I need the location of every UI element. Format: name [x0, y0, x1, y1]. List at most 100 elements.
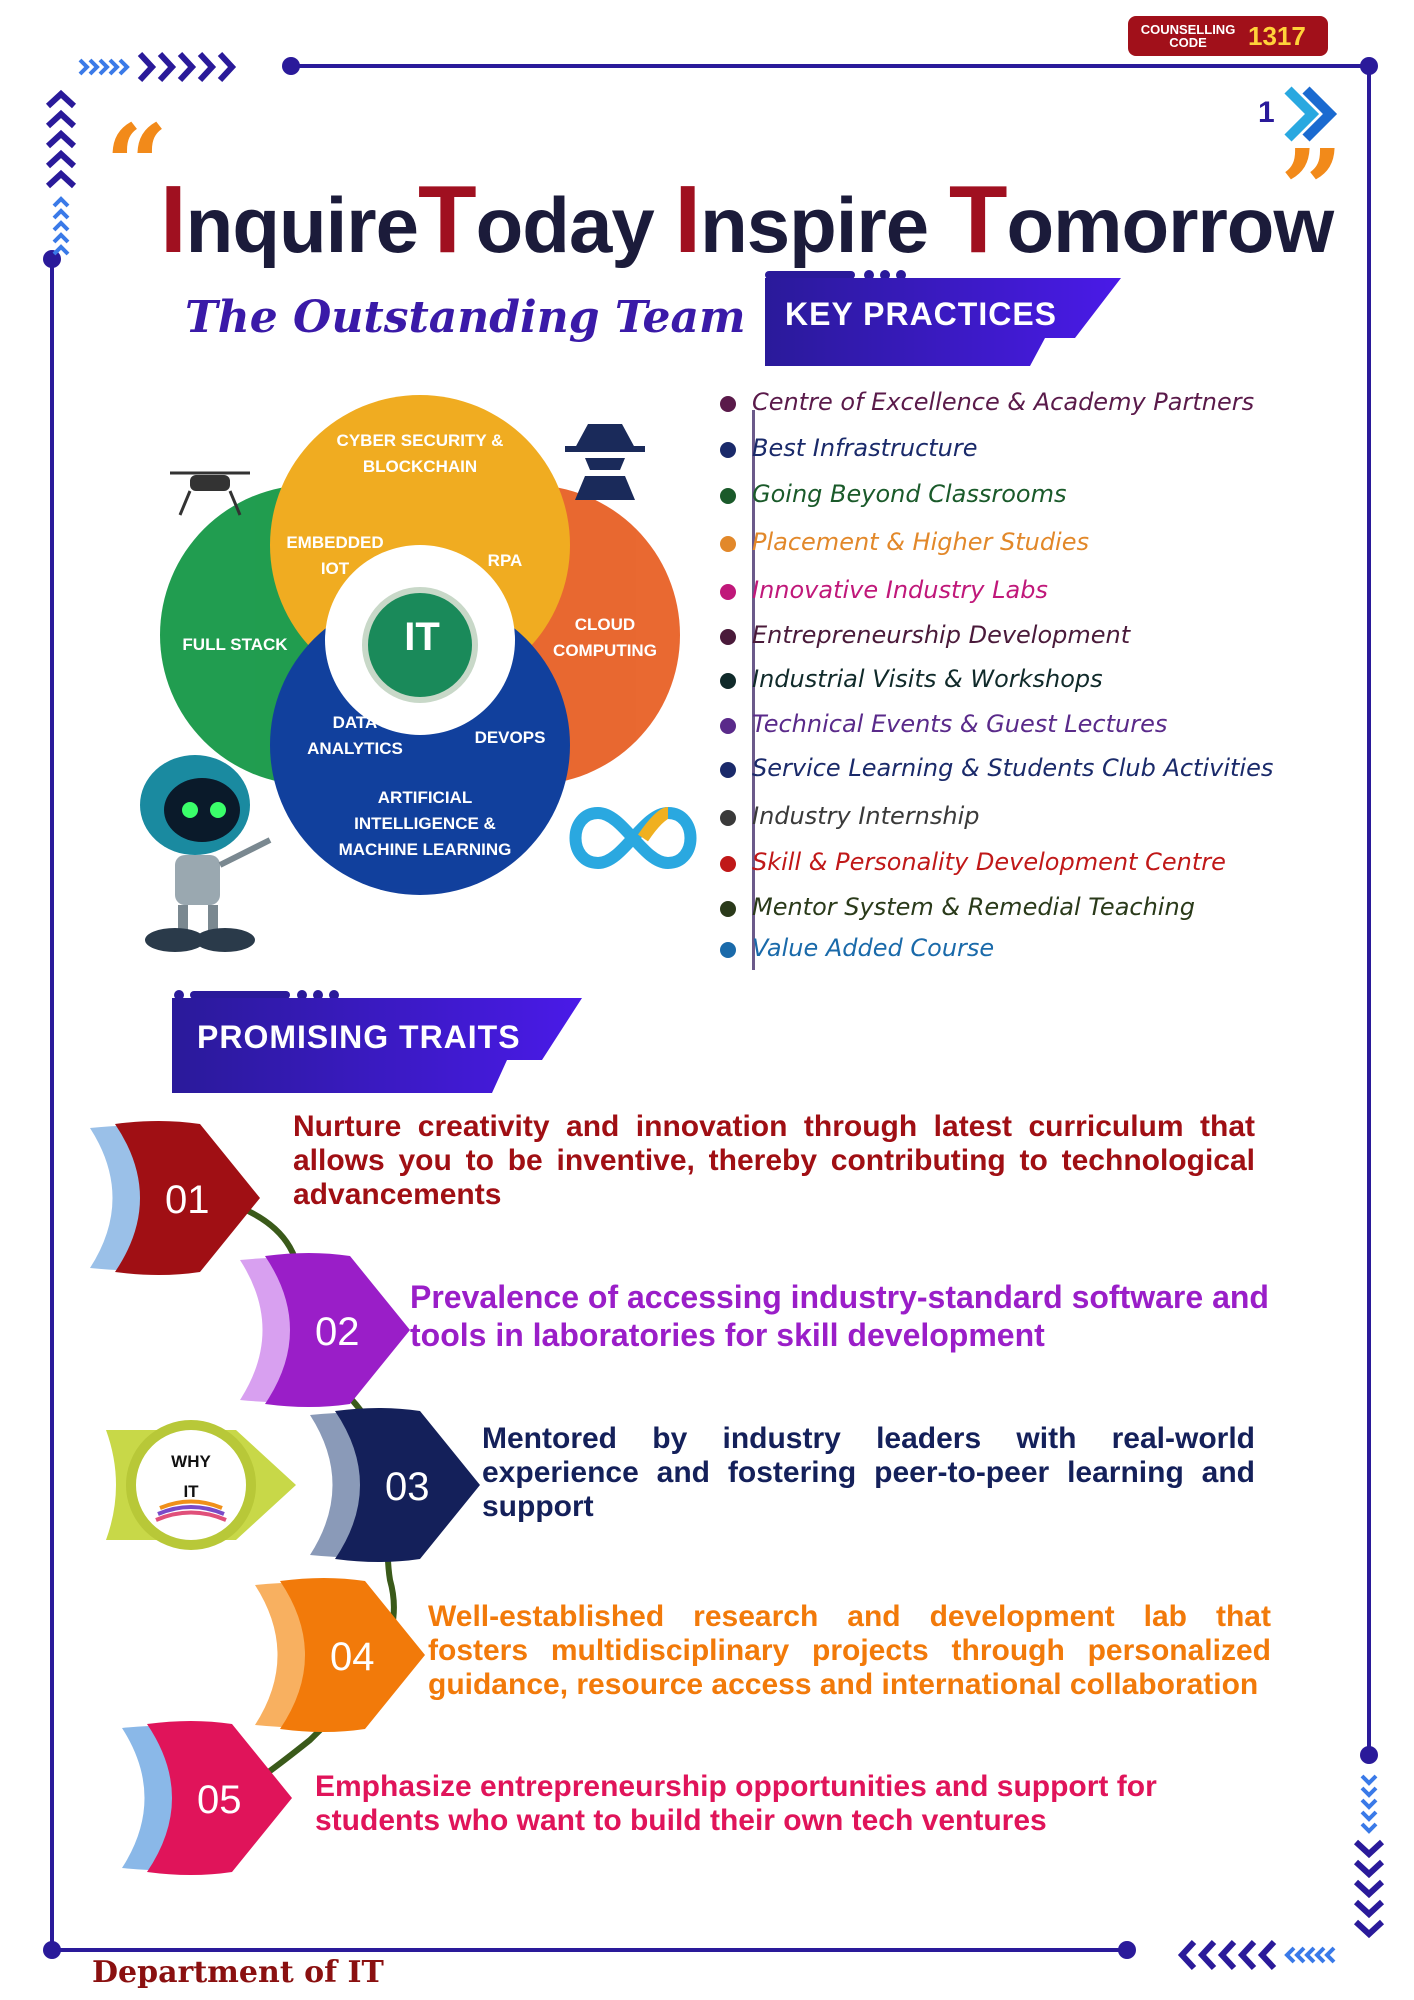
top-left-chevrons-icon [78, 51, 237, 83]
trait-shape-04 [255, 1578, 425, 1732]
venn-label-ai: ARTIFICIAL INTELLIGENCE & MACHINE LEARNI… [338, 788, 512, 859]
traits-heading: PROMISING TRAITS [172, 998, 582, 1093]
key-practice-bullet [720, 718, 736, 734]
key-practice-item: Innovative Industry Labs [752, 576, 1048, 604]
key-practice-item: Service Learning & Students Club Activit… [752, 754, 1274, 782]
venn-center-badge [362, 587, 478, 703]
venn-diagram [160, 395, 680, 895]
title-cap-2: T [418, 166, 477, 273]
page-title: InquireToday Inspire Tomorrow [160, 165, 1334, 275]
title-cap-1: I [160, 166, 187, 273]
key-practice-bullet [720, 901, 736, 917]
title-word-2: oday [475, 181, 655, 269]
key-practice-bullet [720, 396, 736, 412]
trait-shape-05 [122, 1721, 292, 1875]
trait-text-05: Emphasize entrepreneurship opportunities… [315, 1770, 1157, 1837]
why-it-label-2: IT [183, 1482, 199, 1501]
key-practice-item: Industrial Visits & Workshops [752, 665, 1103, 693]
venn-label-devops: DEVOPS [474, 728, 546, 747]
key-practice-item: Skill & Personality Development Centre [752, 848, 1226, 876]
traits-ribbon-bg [172, 998, 582, 1093]
left-vertical-chevrons-icon [45, 89, 77, 256]
next-arrow-icon [1284, 86, 1338, 142]
counselling-code-badge: COUNSELLING CODE 1317 [1128, 16, 1328, 56]
traits-title: PROMISING TRAITS [197, 1019, 521, 1055]
key-practices-title: KEY PRACTICES [785, 295, 1058, 332]
trait-shape-01 [90, 1121, 260, 1275]
title-word-4: omorrow [1006, 181, 1334, 269]
frame-right-line [1367, 64, 1371, 1754]
frame-bottom-dot-right [1118, 1941, 1136, 1959]
key-practice-item: Industry Internship [752, 802, 980, 830]
key-practice-item: Entrepreneurship Development [752, 621, 1131, 649]
key-practices-heading: KEY PRACTICES [765, 278, 1121, 366]
bottom-right-chevrons-icon [1177, 1939, 1336, 1971]
trait-text-02: Prevalence of accessing industry-standar… [410, 1279, 1269, 1353]
key-practice-bullet [720, 488, 736, 504]
right-vertical-chevrons-icon [1353, 1774, 1385, 1939]
team-heading: The Outstanding Team [185, 292, 746, 343]
page-number: 1 [1258, 96, 1275, 129]
title-cap-4: T [948, 166, 1008, 273]
key-practice-bullet [720, 762, 736, 778]
trait-text-04: Well-established research and developmen… [428, 1600, 1271, 1701]
key-practice-item: Placement & Higher Studies [752, 528, 1089, 556]
venn-center-label: IT [404, 615, 440, 659]
title-word-1: nquire [185, 181, 419, 269]
key-practices-ribbon-bg [765, 278, 1121, 366]
hacker-icon [565, 424, 645, 500]
key-practice-item: Mentor System & Remedial Teaching [752, 893, 1195, 921]
key-practice-item: Centre of Excellence & Academy Partners [752, 388, 1255, 416]
frame-top-dot-left [282, 57, 300, 75]
key-practice-bullet [720, 442, 736, 458]
key-practice-bullet [720, 629, 736, 645]
traits-dots-icon [174, 990, 339, 1000]
counselling-code-label: COUNSELLING CODE [1140, 22, 1236, 50]
key-practice-bullet [720, 856, 736, 872]
key-practice-item: Best Infrastructure [752, 434, 978, 462]
key-practice-item: Technical Events & Guest Lectures [752, 710, 1168, 738]
trait-number-02: 02 [315, 1310, 360, 1354]
frame-top-line [290, 64, 1370, 68]
why-it-shape [96, 1410, 306, 1560]
key-practices-timeline [752, 410, 755, 970]
trait-number-04: 04 [330, 1635, 375, 1679]
trait-shape-03 [310, 1408, 480, 1562]
trait-number-03: 03 [385, 1465, 430, 1509]
counselling-code-value: 1317 [1248, 20, 1306, 51]
department-footer: Department of IT [92, 1955, 384, 1990]
close-quote-icon: ” [1280, 125, 1344, 254]
trait-number-01: 01 [165, 1178, 210, 1222]
devops-loop-icon [569, 806, 697, 870]
key-practice-bullet [720, 536, 736, 552]
key-practices-dots-icon [765, 270, 906, 280]
trait-text-01: Nurture creativity and innovation throug… [293, 1110, 1255, 1211]
robot-mascot-icon [140, 755, 272, 952]
frame-left-line [50, 255, 54, 1950]
venn-label-embedded: EMBEDDED IOT [286, 533, 384, 578]
key-practice-bullet [720, 942, 736, 958]
frame-right-dot-bottom [1360, 1746, 1378, 1764]
why-it-label-1: WHY [171, 1452, 211, 1471]
frame-left-dot-top [43, 250, 61, 268]
venn-label-fullstack: FULL STACK [182, 635, 288, 654]
trait-number-05: 05 [197, 1778, 242, 1822]
frame-bottom-line [50, 1948, 1130, 1952]
title-cap-3: I [674, 166, 701, 273]
key-practice-bullet [720, 810, 736, 826]
venn-label-cloud: CLOUD COMPUTING [553, 615, 657, 660]
key-practice-item: Going Beyond Classrooms [752, 480, 1067, 508]
key-practice-bullet [720, 673, 736, 689]
title-word-3: nspire [700, 181, 929, 269]
venn-label-data: DATA ANALYTICS [307, 713, 403, 758]
drone-icon [170, 471, 250, 516]
why-it-badge: WHY IT [96, 1410, 306, 1560]
venn-label-cyber: CYBER SECURITY & BLOCKCHAIN [336, 431, 504, 476]
trait-shape-02 [240, 1253, 410, 1407]
venn-label-rpa: RPA [487, 551, 523, 570]
trait-text-03: Mentored by industry leaders with real-w… [482, 1422, 1255, 1523]
key-practice-item: Value Added Course [752, 934, 995, 962]
open-quote-icon: “ [105, 100, 169, 229]
key-practice-bullet [720, 584, 736, 600]
frame-bottom-dot-left [43, 1941, 61, 1959]
